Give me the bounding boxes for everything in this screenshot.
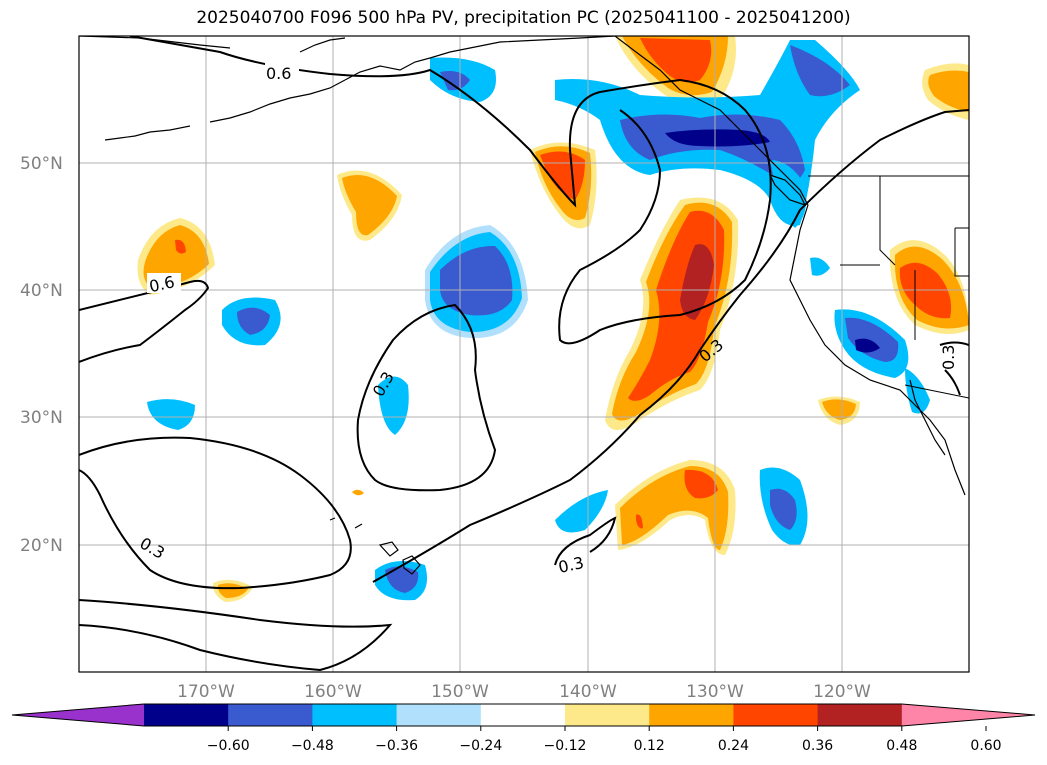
svg-text:0.3: 0.3 <box>939 345 958 370</box>
colorbar-tick-label: 0.24 <box>718 738 749 754</box>
svg-text:0.6: 0.6 <box>266 64 291 83</box>
colorbar-tick-label: −0.36 <box>375 738 418 754</box>
colorbar-segment <box>733 704 819 726</box>
precip-positive-tiny <box>352 489 364 496</box>
precip-negative-california <box>810 257 930 414</box>
longitude-labels: 170°W 160°W 150°W 140°W 130°W 120°W <box>177 682 871 702</box>
colorbar-tick-label: 0.36 <box>802 738 833 754</box>
precip-positive-130w <box>605 197 739 430</box>
precip-negative-143w <box>555 490 608 533</box>
colorbar-segment <box>396 704 482 726</box>
map-plot-area: 0.6 0.6 0.3 0.3 0.3 0.3 0.3 <box>79 36 969 672</box>
colorbar-segment <box>565 704 650 726</box>
precip-positive-168w <box>212 579 253 602</box>
colorbar-tick-label: −0.24 <box>459 738 502 754</box>
lon-label-130w: 130°W <box>686 682 744 702</box>
svg-text:0.3: 0.3 <box>137 534 169 563</box>
svg-text:0.6: 0.6 <box>147 272 176 296</box>
colorbar-outline <box>11 703 1036 727</box>
coastlines <box>79 36 966 575</box>
precip-negative-155w <box>378 376 409 435</box>
colorbar-segment <box>649 704 734 726</box>
colorbar-tick-label: 0.48 <box>886 738 917 754</box>
lat-label-20n: 20°N <box>20 536 63 556</box>
colorbar-tick-label: 0.60 <box>970 738 1001 754</box>
precip-positive-130w-22n <box>615 460 736 555</box>
lon-label-140w: 140°W <box>559 682 617 702</box>
lon-label-120w: 120°W <box>813 682 871 702</box>
precip-positive-top-right <box>922 63 969 120</box>
precip-positive-122w <box>818 396 860 425</box>
svg-text:0.3: 0.3 <box>557 553 586 577</box>
colorbar: −0.60 −0.48 −0.36 −0.24 −0.12 0.12 0.24 0.36 0.4… <box>11 703 1036 754</box>
precip-negative-150w <box>425 225 528 339</box>
precip-positive-coast-bc <box>615 36 736 104</box>
lon-label-160w: 160°W <box>304 682 362 702</box>
colorbar-tick-label: −0.48 <box>291 738 334 754</box>
colorbar-segment <box>228 704 313 726</box>
precip-positive-nevada <box>889 240 969 334</box>
map-gridlines <box>79 36 969 672</box>
map-frame <box>78 35 970 673</box>
colorbar-extend-high <box>901 704 1035 726</box>
colorbar-segment <box>480 704 566 726</box>
colorbar-segment <box>312 704 398 726</box>
colorbar-tick-label: −0.12 <box>544 738 587 754</box>
colorbar-extend-low <box>12 704 144 726</box>
lon-label-150w: 150°W <box>431 682 489 702</box>
lat-label-40n: 40°N <box>20 281 63 301</box>
precip-negative-173w <box>147 399 195 430</box>
colorbar-tick-label: 0.12 <box>634 738 665 754</box>
pv-contours <box>79 36 969 672</box>
colorbar-segment <box>817 704 903 726</box>
precip-negative-bc-coast <box>770 160 807 228</box>
colorbar-segment <box>144 704 229 726</box>
precip-negative-166w <box>222 297 281 346</box>
lat-label-30n: 30°N <box>20 408 63 428</box>
precipitation-shading <box>137 36 969 602</box>
colorbar-tick-label: −0.60 <box>207 738 250 754</box>
lon-label-170w: 170°W <box>177 682 235 702</box>
map-title: 2025040700 F096 500 hPa PV, precipitatio… <box>196 8 851 28</box>
precip-negative-124w <box>759 467 808 546</box>
precip-positive-157w <box>337 170 402 241</box>
latitude-labels: 50°N 40°N 30°N 20°N <box>20 154 63 556</box>
precip-positive-142w <box>530 142 597 229</box>
lat-label-50n: 50°N <box>20 154 63 174</box>
